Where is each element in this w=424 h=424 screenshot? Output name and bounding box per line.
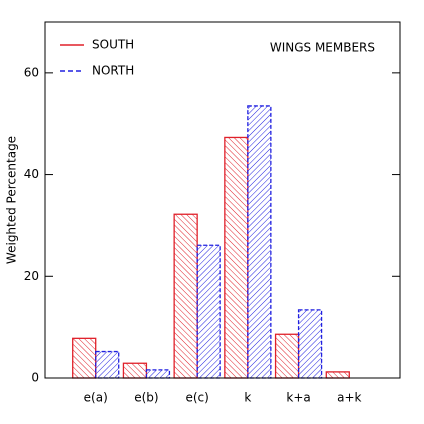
x-tick-label: e(a) — [84, 391, 108, 405]
bar — [297, 309, 323, 379]
bar — [325, 371, 350, 379]
x-tick-label: a+k — [337, 391, 361, 405]
bar — [247, 105, 272, 379]
y-tick-label: 60 — [24, 65, 39, 79]
y-axis-label: Weighted Percentage — [5, 136, 19, 264]
bar — [122, 362, 148, 379]
x-tick-label: k — [244, 391, 251, 405]
bar — [72, 337, 97, 379]
legend-label: SOUTH — [92, 38, 134, 52]
y-tick-label: 40 — [24, 167, 39, 181]
y-tick-label: 0 — [31, 371, 39, 385]
plot-frame — [44, 21, 401, 379]
bar — [145, 369, 171, 379]
x-tick-label: e(b) — [134, 391, 158, 405]
bar — [274, 333, 300, 379]
bar — [173, 213, 198, 379]
annotation: WINGS MEMBERS — [270, 41, 375, 55]
bar — [196, 244, 221, 379]
x-tick-label: k+a — [286, 391, 310, 405]
x-tick-label: e(c) — [185, 391, 208, 405]
y-tick-label: 20 — [24, 269, 39, 283]
bar — [224, 136, 249, 379]
bar — [95, 350, 120, 379]
legend-label: NORTH — [92, 64, 134, 78]
